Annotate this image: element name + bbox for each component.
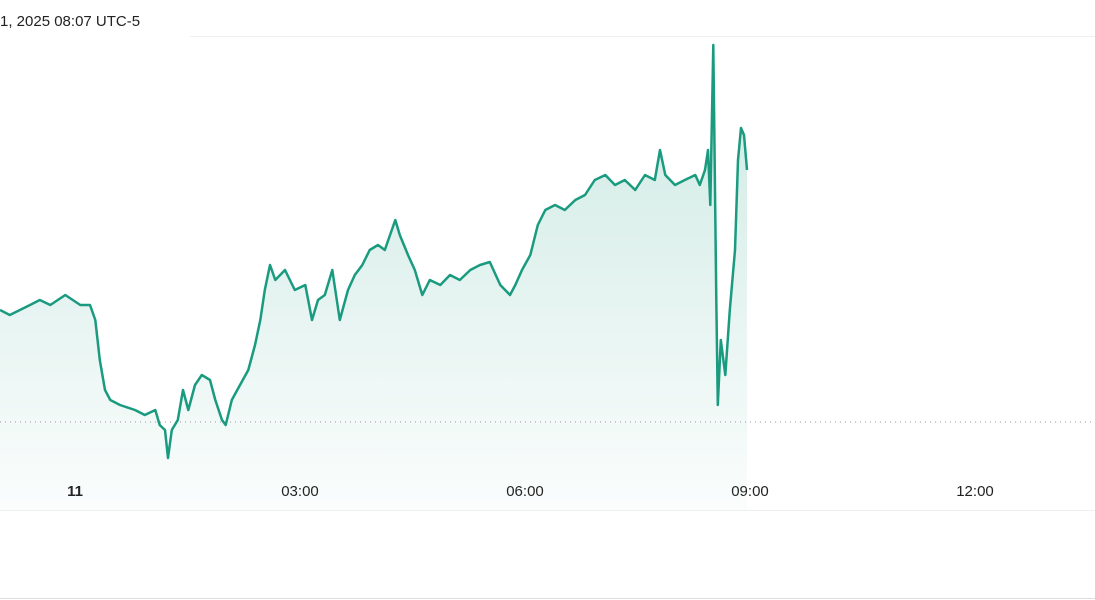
chart-title: 1, 2025 08:07 UTC-5 <box>0 13 140 30</box>
area <box>0 45 747 510</box>
price-line <box>0 43 749 460</box>
x-tick-label: 12:00 <box>956 483 994 500</box>
